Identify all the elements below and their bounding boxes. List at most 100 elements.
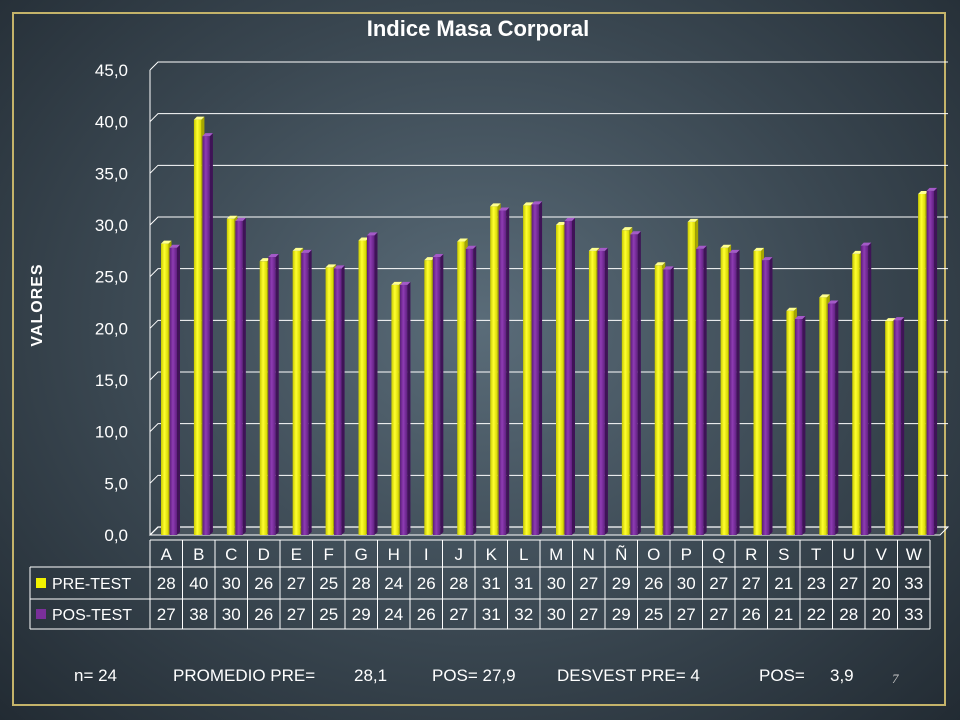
data-value: 31 bbox=[514, 574, 533, 593]
bar-top bbox=[432, 254, 444, 258]
bar-top bbox=[794, 316, 806, 320]
data-value: 27 bbox=[157, 605, 176, 624]
bar-pos-test bbox=[432, 254, 444, 536]
bar-top bbox=[424, 257, 435, 261]
bar-top bbox=[786, 307, 797, 311]
bar-pos-test bbox=[367, 232, 378, 536]
bar-top bbox=[465, 245, 477, 249]
bar-front bbox=[432, 257, 441, 535]
bar-side bbox=[604, 247, 608, 536]
bar-pos-test bbox=[169, 244, 180, 535]
bar-side bbox=[473, 245, 477, 535]
data-value: 31 bbox=[482, 574, 501, 593]
category-label: V bbox=[876, 545, 888, 564]
data-value: 20 bbox=[872, 605, 891, 624]
bar-front bbox=[663, 269, 671, 535]
bar-top bbox=[367, 232, 378, 236]
bar-top bbox=[827, 300, 839, 304]
bar-side bbox=[177, 244, 180, 535]
y-tick-label: 5,0 bbox=[104, 474, 128, 493]
y-axis-label: VALORES bbox=[29, 263, 46, 346]
data-value: 30 bbox=[222, 605, 241, 624]
bar-top bbox=[523, 202, 534, 206]
bar-pos-test bbox=[202, 133, 213, 535]
y-tick-label: 15,0 bbox=[95, 371, 128, 390]
data-value: 27 bbox=[709, 605, 728, 624]
bar-front bbox=[531, 204, 540, 536]
data-value: 32 bbox=[514, 605, 533, 624]
bar-top bbox=[334, 265, 345, 269]
y-tick-label: 30,0 bbox=[95, 216, 128, 235]
category-label: G bbox=[355, 545, 368, 564]
bar-front bbox=[292, 250, 301, 536]
bar-pos-test bbox=[696, 245, 707, 535]
bar-front bbox=[391, 284, 399, 535]
bar-front bbox=[457, 241, 465, 536]
bar-top bbox=[564, 217, 575, 221]
bar-side bbox=[242, 217, 246, 535]
bar-front bbox=[696, 248, 704, 535]
y-tick-label: 35,0 bbox=[95, 164, 128, 183]
bar-side bbox=[670, 266, 674, 535]
bar-front bbox=[564, 220, 572, 535]
data-value: 21 bbox=[774, 574, 793, 593]
bar-top bbox=[860, 242, 872, 246]
data-value: 25 bbox=[644, 605, 663, 624]
bar-front bbox=[621, 230, 630, 535]
data-value: 29 bbox=[352, 605, 371, 624]
bar-top bbox=[457, 238, 468, 242]
bar-top bbox=[926, 187, 938, 191]
bar-front bbox=[367, 235, 375, 536]
bar-pos-test bbox=[762, 257, 773, 535]
bar-pos-test bbox=[893, 317, 905, 535]
bar-front bbox=[852, 253, 860, 535]
data-value: 29 bbox=[612, 574, 631, 593]
y-tick-label: 20,0 bbox=[95, 319, 128, 338]
bar-side bbox=[736, 249, 740, 535]
data-value: 27 bbox=[677, 605, 696, 624]
bar-side bbox=[275, 254, 279, 536]
data-value: 23 bbox=[807, 574, 826, 593]
bar-front bbox=[556, 225, 564, 535]
bar-top bbox=[193, 116, 205, 120]
bar-front bbox=[786, 310, 794, 535]
bar-top bbox=[531, 201, 543, 205]
data-value: 31 bbox=[482, 605, 501, 624]
data-value: 40 bbox=[189, 574, 208, 593]
category-label: M bbox=[549, 545, 563, 564]
data-value: 26 bbox=[644, 574, 663, 593]
data-value: 27 bbox=[287, 605, 306, 624]
chart-title: Indice Masa Corporal bbox=[367, 16, 590, 41]
data-value: 26 bbox=[417, 574, 436, 593]
bar-top bbox=[325, 264, 337, 268]
bar-top bbox=[621, 227, 633, 231]
bar-top bbox=[169, 244, 180, 248]
category-label: P bbox=[681, 545, 692, 564]
bar-front bbox=[202, 136, 210, 535]
data-value: 30 bbox=[222, 574, 241, 593]
data-value: 28 bbox=[839, 605, 858, 624]
bar-top bbox=[893, 317, 905, 321]
bar-side bbox=[934, 187, 938, 535]
bar-side bbox=[637, 231, 641, 536]
bar-front bbox=[819, 297, 827, 535]
category-label: I bbox=[424, 545, 429, 564]
bar-top bbox=[235, 217, 246, 221]
data-table: A B C D E F G H I J K L M N Ñ O P Q R S T U V W PRE-TEST 28 40 30 26… bbox=[29, 539, 931, 630]
bar-top bbox=[399, 281, 411, 285]
legend-label-pos-test: POS-TEST bbox=[52, 607, 132, 624]
bar-front bbox=[399, 284, 408, 535]
bar-front bbox=[325, 267, 334, 535]
bar-pos-test bbox=[630, 231, 641, 536]
bar-front bbox=[860, 245, 869, 535]
bar-front bbox=[169, 247, 177, 535]
category-label: Ñ bbox=[615, 545, 627, 564]
bar-pos-test bbox=[827, 300, 839, 535]
category-label: E bbox=[291, 545, 302, 564]
bar-top bbox=[301, 249, 312, 253]
bar-front bbox=[235, 220, 243, 535]
bar-pos-test bbox=[663, 266, 674, 535]
bar-pos-test bbox=[334, 265, 345, 535]
bar-front bbox=[358, 240, 366, 535]
bar-front bbox=[597, 250, 605, 536]
